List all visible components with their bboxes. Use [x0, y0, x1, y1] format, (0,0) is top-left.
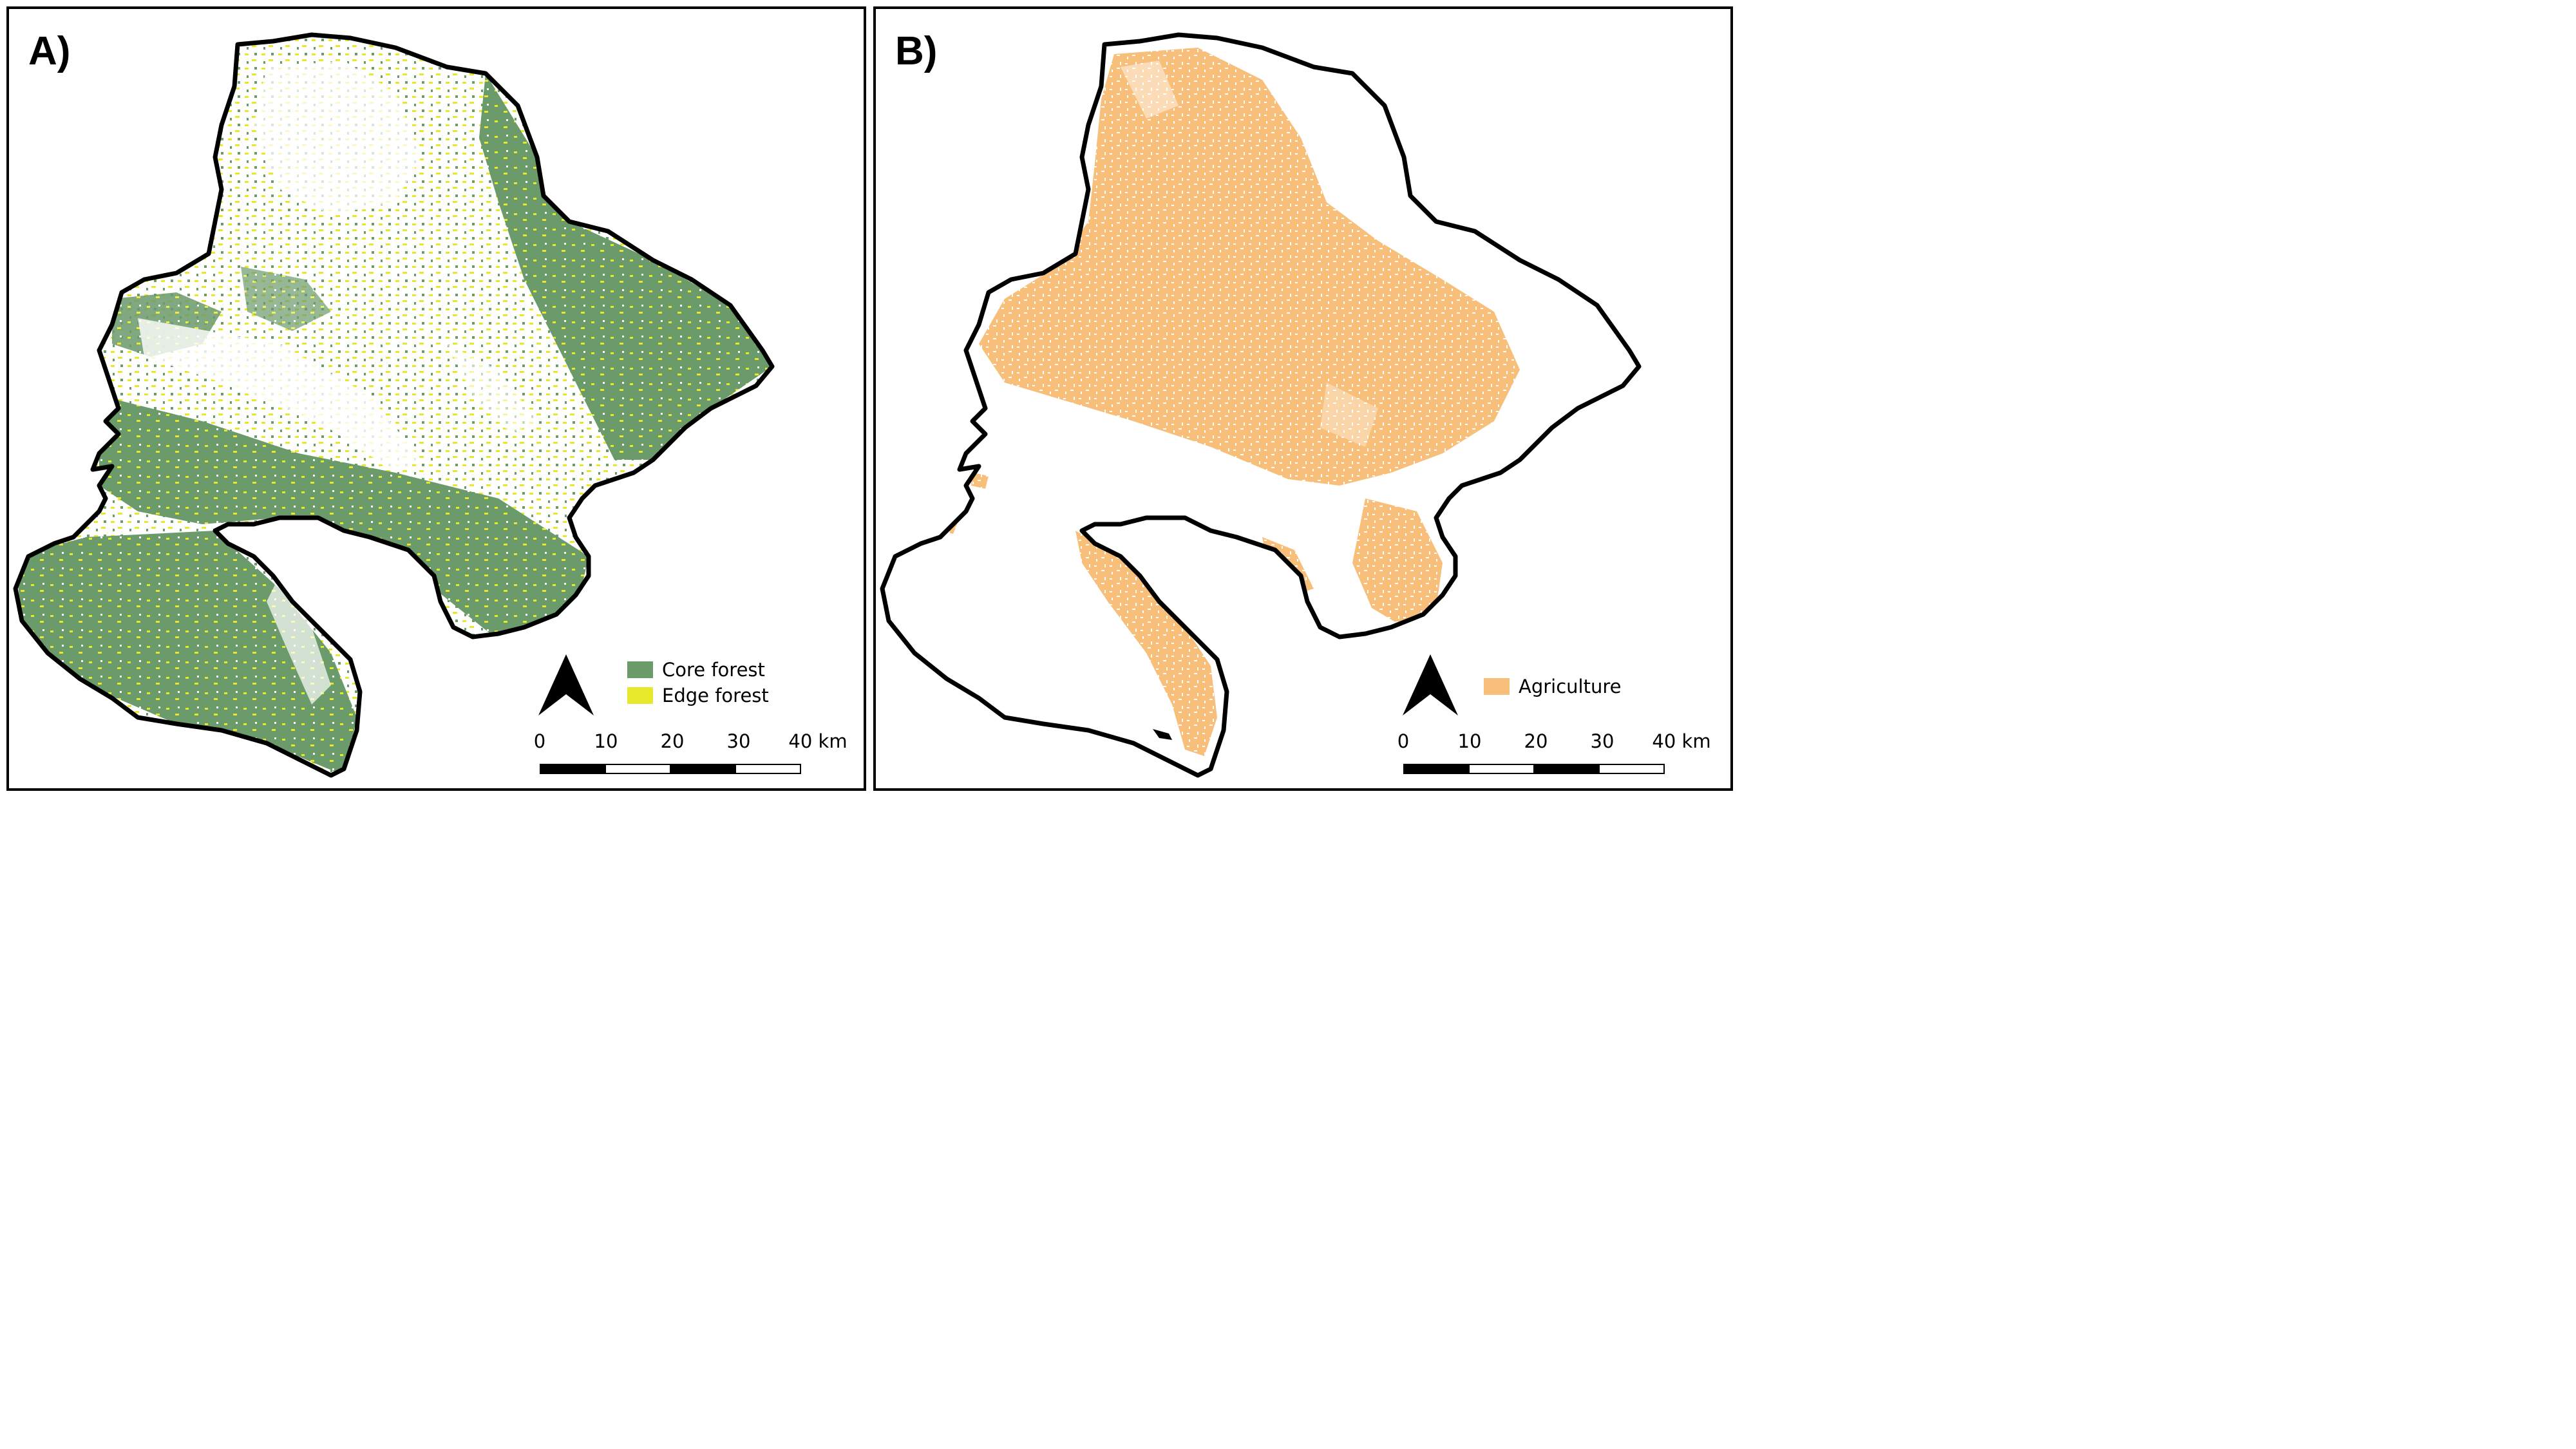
scale-tick: 30: [726, 730, 751, 752]
scale-segment: [1403, 764, 1470, 774]
scale-segment: [1598, 764, 1665, 774]
panel-label: B): [895, 29, 938, 73]
legend-item-agriculture: Agriculture: [1484, 674, 1622, 699]
scale-tick: 30: [1590, 730, 1615, 752]
forest-map: [9, 9, 866, 791]
legend: Core forest Edge forest: [627, 657, 769, 708]
scalebar: 0 10 20 30 40 km: [533, 730, 848, 782]
scale-tick: 10: [594, 730, 618, 752]
legend-item-core-forest: Core forest: [627, 657, 769, 683]
swatch: [627, 687, 653, 704]
scale-segment: [670, 764, 736, 774]
scale-tick: 0: [533, 730, 546, 752]
scale-segment: [1468, 764, 1535, 774]
scale-segment: [540, 764, 606, 774]
swatch: [1484, 678, 1510, 695]
legend-label: Agriculture: [1519, 676, 1622, 697]
scale-segment: [735, 764, 801, 774]
scale-tick: 20: [1524, 730, 1548, 752]
panel-label: A): [28, 29, 71, 73]
agriculture-map: [876, 9, 1733, 791]
scale-tick: 40 km: [1652, 730, 1711, 752]
scale-tick: 40 km: [788, 730, 848, 752]
scalebar: 0 10 20 30 40 km: [1397, 730, 1711, 782]
scale-tick: 20: [660, 730, 685, 752]
north-arrow-icon: [538, 654, 594, 715]
legend-label: Core forest: [662, 659, 765, 681]
scale-tick: 10: [1457, 730, 1482, 752]
scale-segment: [605, 764, 671, 774]
scale-segment: [1533, 764, 1600, 774]
map-panel-b: B) Agriculture 0 10 20 30 40 km: [873, 6, 1733, 791]
legend: Agriculture: [1484, 674, 1622, 699]
scale-tick: 0: [1397, 730, 1410, 752]
north-arrow-icon: [1403, 654, 1458, 715]
swatch: [627, 661, 653, 678]
map-panel-a: A) Core forest Edge forest 0 10 20 30 40…: [6, 6, 866, 791]
legend-item-edge-forest: Edge forest: [627, 683, 769, 708]
legend-label: Edge forest: [662, 685, 769, 706]
